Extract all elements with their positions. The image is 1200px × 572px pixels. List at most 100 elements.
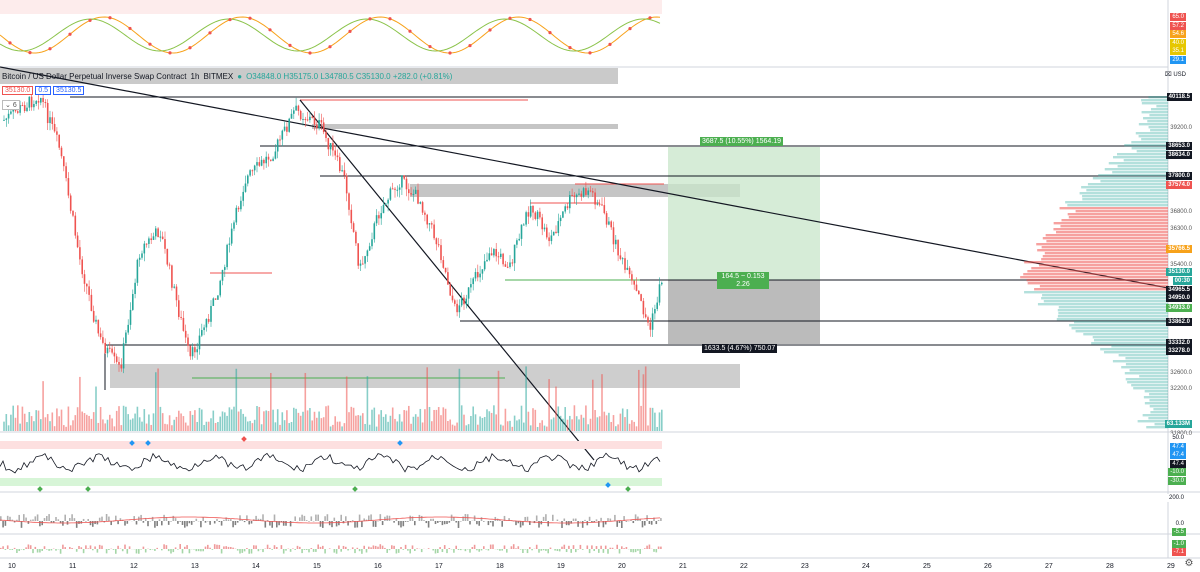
macd-bar: [202, 517, 204, 521]
macd-bar: [402, 521, 405, 527]
osc-bar: [598, 549, 600, 553]
macd-bar: [135, 521, 138, 525]
volume-profile-bar: [1144, 402, 1168, 405]
macd-bar: [584, 519, 586, 521]
macd-bar: [423, 520, 425, 521]
candle-body: [428, 223, 431, 225]
volume-bar: [283, 420, 286, 431]
candle-body: [642, 300, 645, 315]
osc-bar: [563, 544, 566, 549]
macd-bar: [483, 521, 485, 522]
osc-bar: [381, 545, 384, 549]
stop-label[interactable]: 1633.5 (4.67%) 750.07: [702, 344, 778, 353]
volume-bar: [249, 420, 251, 431]
volume-bar: [481, 417, 484, 431]
volume-bar: [26, 422, 28, 431]
candle-body: [267, 156, 270, 160]
volume-bar: [458, 368, 461, 431]
volume-bar: [419, 408, 422, 431]
currency-label[interactable]: ⌧ USD: [1165, 71, 1186, 79]
macd-bar: [577, 521, 579, 527]
volume-profile-bar: [1037, 249, 1168, 252]
macd-bar: [529, 521, 531, 525]
osc-bar: [296, 545, 299, 549]
volume-bar: [523, 422, 525, 431]
macd-bar: [119, 518, 122, 521]
candle-body: [621, 258, 624, 260]
candle-body: [382, 204, 385, 214]
ratio-label-bottom[interactable]: 2.26: [717, 280, 769, 289]
symbol-title[interactable]: Bitcoin / US Dollar Perpetual Inverse Sw…: [2, 72, 187, 81]
candle-body: [83, 274, 86, 284]
candle-body: [435, 238, 438, 245]
osc-bar: [315, 549, 317, 552]
osc-bar: [335, 549, 338, 554]
macd-bar: [55, 517, 57, 521]
volume-profile-bar: [1136, 150, 1168, 153]
osc-bar: [492, 544, 494, 549]
volume-profile-bar: [1043, 300, 1168, 303]
target-label[interactable]: 3687.5 (10.55%) 1564.19: [700, 137, 784, 146]
volume-bar: [270, 372, 272, 431]
rsi-signal-marker: [352, 486, 358, 492]
candle-body: [180, 316, 182, 318]
volume-profile-bar: [1044, 252, 1168, 255]
volume-bar: [557, 406, 560, 431]
volume-profile-bar: [1135, 132, 1168, 135]
ribbon-dot: [388, 17, 392, 21]
bid-price[interactable]: 35130.0: [2, 86, 34, 95]
macd-bar: [489, 521, 492, 523]
volume-bar: [164, 423, 166, 431]
top-indicator-band: [0, 0, 662, 14]
volume-bar: [539, 422, 541, 431]
candle-body: [596, 203, 599, 205]
volume-bar: [7, 425, 10, 431]
candle-body: [283, 126, 286, 131]
macd-bar: [623, 516, 625, 521]
macd-bar: [117, 521, 119, 525]
volume-bar: [288, 423, 290, 431]
candle-body: [226, 244, 228, 268]
ask-price[interactable]: 35130.5: [53, 86, 85, 95]
osc-bar: [361, 549, 363, 554]
volume-bar: [543, 425, 546, 431]
candle-body: [534, 212, 537, 219]
volume-bar: [194, 410, 196, 431]
osc-bar: [232, 547, 234, 549]
indicator-collapse-button[interactable]: ⌄ 6: [2, 100, 20, 110]
volume-bar: [341, 426, 343, 431]
volume-bar: [40, 419, 42, 431]
osc-bar: [172, 549, 175, 553]
ratio-label-top[interactable]: 164.5 ~ 0.153: [717, 272, 769, 281]
macd-bar: [278, 521, 280, 526]
macd-bar: [64, 514, 66, 521]
osc-bar: [439, 547, 441, 549]
macd-bar: [492, 521, 494, 527]
candle-body: [327, 138, 330, 150]
macd-bar: [331, 521, 333, 528]
volume-bar: [102, 419, 104, 431]
candle-body: [164, 239, 166, 249]
volume-bar: [265, 410, 267, 431]
volume-bar: [382, 416, 385, 431]
candle-body: [375, 215, 378, 224]
candle-body: [276, 139, 279, 152]
volume-bar: [88, 415, 90, 431]
osc-bar: [319, 546, 322, 549]
macd-bar: [13, 521, 16, 523]
osc-bar: [292, 548, 294, 549]
osc-bar: [92, 549, 94, 551]
candle-body: [380, 213, 382, 219]
osc-bar: [586, 545, 589, 549]
candle-body: [585, 188, 587, 195]
volume-profile-bar: [1100, 180, 1168, 183]
interval-label[interactable]: 1h: [190, 72, 200, 81]
macd-bar: [6, 515, 9, 521]
osc-bar: [197, 549, 200, 552]
volume-bar: [293, 407, 295, 431]
macd-bar: [230, 519, 232, 521]
candle-body: [387, 199, 389, 204]
gear-icon[interactable]: ⚙: [1184, 558, 1194, 569]
volume-profile-bar: [1082, 198, 1168, 201]
